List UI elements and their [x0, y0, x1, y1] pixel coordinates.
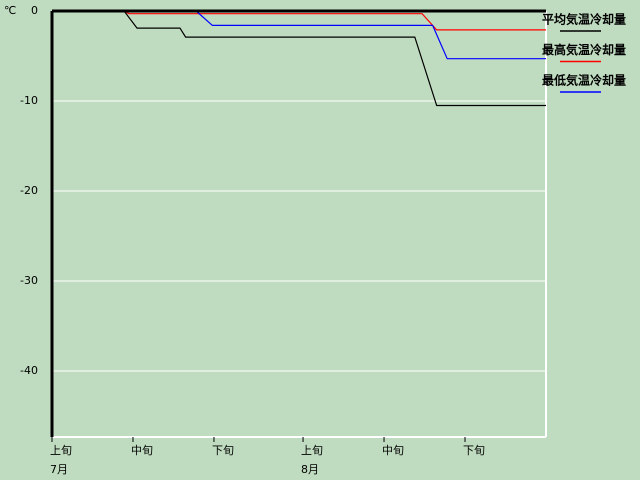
x-tick-label: 上旬 [50, 444, 72, 457]
y-tick-label: -30 [20, 274, 38, 287]
y-unit: ℃ [4, 4, 16, 17]
y-tick-label: -10 [20, 94, 38, 107]
x-tick-label: 下旬 [212, 444, 234, 457]
legend-label: 最高気温冷却量 [542, 42, 626, 57]
y-tick-label: 0 [31, 4, 38, 17]
series-line [52, 10, 546, 107]
y-tick-label: -20 [20, 184, 38, 197]
x-tick-label: 中旬 [382, 444, 404, 457]
x-tick-label: 中旬 [131, 444, 153, 457]
month-label: 8月 [301, 463, 319, 476]
x-tick-label: 下旬 [463, 444, 485, 457]
x-tick-label: 上旬 [301, 444, 323, 457]
legend-label: 最低気温冷却量 [542, 73, 626, 88]
month-label: 7月 [50, 463, 68, 476]
y-tick-label: -40 [20, 364, 38, 377]
legend-label: 平均気温冷却量 [542, 12, 626, 27]
